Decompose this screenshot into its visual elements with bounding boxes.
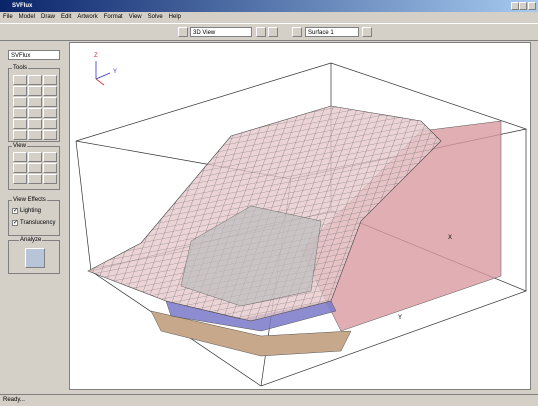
tool-button[interactable] <box>43 152 57 162</box>
window-title: SVFlux <box>12 3 33 9</box>
view-combo-text: 3D View <box>193 30 216 36</box>
tool-button[interactable] <box>28 163 42 173</box>
maximize-button[interactable] <box>519 2 527 10</box>
tool-button[interactable] <box>43 163 57 173</box>
tool-button[interactable] <box>43 119 57 129</box>
menu-item[interactable]: Edit <box>61 14 72 20</box>
tool-button[interactable] <box>43 97 57 107</box>
tool-button[interactable] <box>28 86 42 96</box>
tool-button[interactable] <box>13 97 27 107</box>
tools-group: Tools <box>8 65 60 142</box>
menu-item[interactable]: File <box>3 14 13 20</box>
axis-label: Y <box>398 315 402 321</box>
tool-button[interactable] <box>43 130 57 140</box>
group-label: View Effects <box>12 197 47 203</box>
scene: Z Y X Y <box>75 53 528 387</box>
triad-label: Z <box>94 53 98 59</box>
menu-item[interactable]: Model <box>18 14 36 20</box>
surface-combo[interactable]: Surface 1 <box>305 27 359 37</box>
triad-x <box>95 78 105 86</box>
group-label: View <box>12 143 27 149</box>
triad-y <box>95 72 111 80</box>
triad-label: Y <box>113 69 117 75</box>
menu-item[interactable]: View <box>128 14 142 20</box>
tool-button[interactable] <box>13 174 27 184</box>
sidebar: SVFlux Tools View View Effects ✓ Lighting… <box>0 42 68 392</box>
status-bar: Ready... <box>0 394 538 405</box>
menu-item[interactable]: Help <box>168 14 181 20</box>
surface-combo-text: Surface 1 <box>308 30 334 36</box>
viewport: Z Y X Y <box>69 42 531 390</box>
mesh-inner <box>180 205 322 307</box>
tool-button[interactable] <box>13 130 27 140</box>
tool-button[interactable] <box>268 27 278 37</box>
minimize-button[interactable] <box>511 2 519 10</box>
tool-button[interactable] <box>292 27 302 37</box>
menu-item[interactable]: Solve <box>147 14 163 20</box>
option-label: Lighting <box>20 208 42 214</box>
toolbar: 3D View Surface 1 <box>0 23 538 41</box>
model-combo[interactable]: SVFlux <box>8 50 60 60</box>
analyze-button[interactable] <box>25 248 45 268</box>
axis-triad <box>95 61 111 86</box>
tool-button[interactable] <box>28 97 42 107</box>
option-row: ✓ Translucency <box>12 220 58 226</box>
tool-button[interactable] <box>28 130 42 140</box>
menu-item[interactable]: Artwork <box>77 14 98 20</box>
tool-button[interactable] <box>13 75 27 85</box>
base-layer <box>150 310 352 357</box>
tool-button[interactable] <box>13 86 27 96</box>
checkbox[interactable]: ✓ <box>12 220 19 226</box>
tool-button[interactable] <box>28 75 42 85</box>
model-combo-text: SVFlux <box>11 53 31 59</box>
group-label: Tools <box>12 65 29 71</box>
tool-button[interactable] <box>28 108 42 118</box>
tool-button[interactable] <box>43 108 57 118</box>
tool-button[interactable] <box>28 174 42 184</box>
tool-button[interactable] <box>362 27 372 37</box>
view-group: View <box>8 143 60 190</box>
tool-button[interactable] <box>178 27 188 37</box>
close-button[interactable] <box>528 2 536 10</box>
option-row: ✓ Lighting <box>12 208 58 214</box>
checkbox[interactable]: ✓ <box>12 208 19 214</box>
tool-button[interactable] <box>43 174 57 184</box>
tool-button[interactable] <box>28 152 42 162</box>
group-label: Analyze <box>19 237 43 243</box>
view-combo[interactable]: 3D View <box>190 27 252 37</box>
tool-button[interactable] <box>13 152 27 162</box>
menu-item[interactable]: Format <box>103 14 123 20</box>
tool-button[interactable] <box>256 27 266 37</box>
tool-button[interactable] <box>43 86 57 96</box>
tool-button[interactable] <box>43 75 57 85</box>
tool-button[interactable] <box>13 119 27 129</box>
analyze-group: Analyze <box>8 237 60 274</box>
tool-button[interactable] <box>13 163 27 173</box>
tool-button[interactable] <box>13 108 27 118</box>
view-effects-group: View Effects ✓ Lighting ✓ Translucency <box>8 197 60 236</box>
axis-label: X <box>448 235 452 241</box>
menu-bar: File Model Draw Edit Artwork Format View Solve H… <box>0 12 538 22</box>
option-label: Translucency <box>20 220 56 226</box>
menu-item[interactable]: Draw <box>41 14 56 20</box>
status-text: Ready... <box>3 397 25 403</box>
tool-button[interactable] <box>28 119 42 129</box>
title-bar: SVFlux <box>0 0 538 12</box>
